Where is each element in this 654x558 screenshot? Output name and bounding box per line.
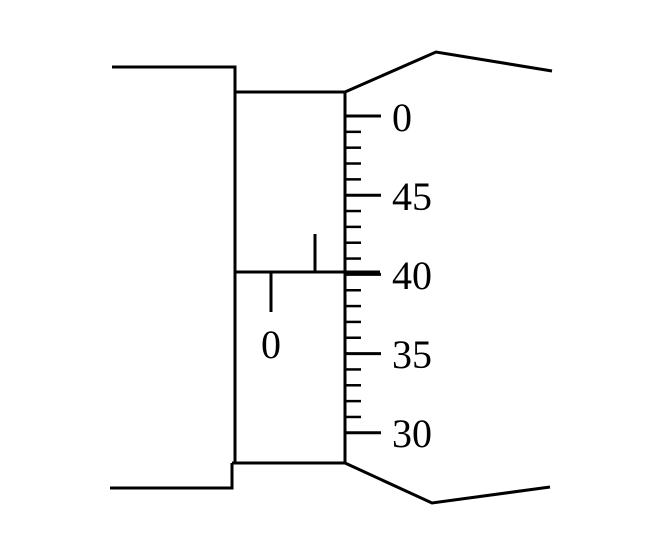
thimble-label-30: 30 [392, 411, 432, 456]
thimble-outline [344, 50, 553, 505]
thimble-label-45: 45 [392, 174, 432, 219]
sleeve-outline [232, 90, 345, 465]
frame-outline [110, 65, 237, 490]
thimble-ticks [345, 114, 381, 435]
sleeve-label-zero: 0 [261, 322, 281, 367]
thimble-label-40: 40 [392, 253, 432, 298]
thimble-label-0: 0 [392, 95, 412, 140]
thimble-label-35: 35 [392, 332, 432, 377]
